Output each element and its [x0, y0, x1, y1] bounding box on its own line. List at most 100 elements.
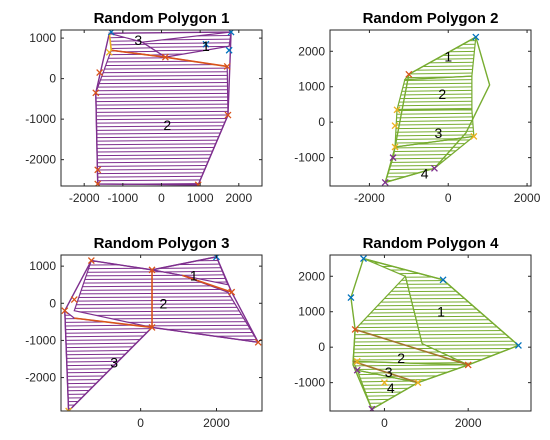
- marker-stroke: [470, 132, 478, 140]
- hatch-line: [95, 96, 228, 99]
- vertex-marker: [347, 294, 355, 302]
- hatch-line: [142, 42, 232, 45]
- chart-title: Random Polygon 4: [363, 235, 500, 252]
- y-tick-label: 1000: [29, 259, 56, 273]
- split-line: [74, 317, 153, 329]
- vertex-marker: [228, 288, 236, 296]
- vertex-marker: [389, 154, 397, 162]
- marker-stroke: [161, 53, 169, 61]
- vertex-marker: [225, 46, 233, 54]
- hatch-line: [95, 128, 228, 131]
- vertex-marker: [92, 89, 100, 97]
- region-label: 1: [437, 304, 445, 320]
- hatch-line: [395, 119, 474, 123]
- chart-panel-2: 1 2 3 4 -2000 0 2000 -1000 0 1000 2000 Random Polyg…: [294, 10, 540, 205]
- split-line: [354, 328, 469, 366]
- region-label: 1: [190, 267, 198, 283]
- vertex-marker: [393, 106, 401, 114]
- x-tick-label: -1000: [107, 191, 138, 205]
- marker-stroke: [439, 276, 447, 284]
- hatch-line: [95, 103, 228, 106]
- region-label: 2: [397, 350, 405, 366]
- vertex-marker: [360, 255, 367, 263]
- region-label: 4: [387, 380, 395, 396]
- chart-panel-4: 1 234 0 2000 -1000 0 1000 2000 Random Polygon 4: [294, 235, 532, 430]
- hatch-line: [74, 310, 259, 313]
- y-tick-label: 1000: [298, 80, 325, 94]
- vertex-marker: [96, 69, 104, 77]
- marker-stroke: [87, 257, 95, 265]
- region-label: 1: [444, 49, 452, 65]
- marker-stroke: [380, 379, 388, 387]
- hatch-line: [95, 117, 228, 121]
- chart-title: Random Polygon 3: [94, 235, 230, 252]
- x-tick-label: 2000: [455, 416, 482, 430]
- x-tick-label: -2000: [354, 191, 385, 205]
- vertex-marker: [65, 407, 73, 411]
- hatch-line: [397, 89, 472, 92]
- y-tick-label: -1000: [25, 112, 56, 126]
- hatch-line: [95, 99, 228, 103]
- region-label: 4: [421, 166, 429, 182]
- marker-stroke: [347, 294, 355, 302]
- chart-panel-1: 3 1 2 -2000 -1000 0 1000 2000 -2000 -1000 0 1000 Ran…: [25, 10, 263, 205]
- marker-stroke: [92, 89, 100, 97]
- vertex-marker: [353, 357, 361, 365]
- chart-title: Random Polygon 2: [363, 10, 499, 27]
- marker-stroke: [351, 325, 359, 333]
- vertex-marker: [61, 307, 69, 315]
- marker-stroke: [148, 266, 156, 274]
- polygon-outline: [384, 36, 491, 184]
- vertex-marker: [194, 181, 202, 186]
- marker-stroke: [225, 46, 233, 54]
- y-tick-label: 0: [49, 296, 56, 310]
- region-label: 1: [202, 38, 210, 54]
- hatch-line: [95, 92, 228, 95]
- y-tick-label: 2000: [298, 269, 325, 283]
- marker-stroke: [96, 69, 104, 77]
- region-label: 3: [385, 364, 393, 380]
- vertex-marker: [439, 276, 447, 284]
- hatch-line: [397, 100, 472, 103]
- hatch-line: [95, 121, 228, 124]
- hatch-line: [397, 93, 472, 96]
- split-line: [182, 274, 232, 293]
- hatch-line: [95, 110, 228, 113]
- y-tick-label: 1000: [29, 31, 56, 45]
- vertex-marker: [368, 405, 376, 411]
- marker-stroke: [94, 166, 102, 174]
- polygon-outline: [350, 257, 520, 411]
- marker-stroke: [369, 405, 376, 411]
- hatch-line: [74, 306, 259, 309]
- marker-stroke: [353, 357, 361, 365]
- hatch-line: [95, 71, 228, 74]
- hatch-line: [95, 146, 228, 149]
- region-2-outline: [73, 259, 260, 344]
- marker-stroke: [224, 111, 232, 119]
- marker-stroke: [405, 70, 413, 78]
- hatch-line: [95, 139, 228, 142]
- marker-stroke: [70, 296, 78, 304]
- region-label: 2: [163, 117, 171, 133]
- marker-stroke: [514, 341, 522, 349]
- x-tick-label: 0: [445, 191, 452, 205]
- hatch-line: [95, 78, 228, 81]
- y-tick-label: 0: [318, 340, 325, 354]
- y-tick-label: 1000: [298, 305, 325, 319]
- marker-stroke: [381, 178, 389, 186]
- marker-stroke: [65, 407, 70, 411]
- hatch-line: [86, 187, 238, 188]
- marker-stroke: [61, 307, 69, 315]
- hatch-line: [395, 134, 474, 137]
- hatch-line: [95, 85, 228, 88]
- hatch-line: [95, 135, 228, 139]
- vertex-marker: [94, 166, 102, 174]
- y-tick-label: -2000: [25, 153, 56, 167]
- marker-stroke: [196, 181, 202, 186]
- vertex-marker: [380, 379, 388, 387]
- x-tick-label: 2000: [203, 416, 230, 430]
- chart-panel-3: 1 2 3 0 2000 -2000 -1000 0 1000 Random Polygon 3: [25, 235, 263, 430]
- hatch-line: [64, 328, 153, 331]
- y-tick-label: 2000: [298, 44, 325, 58]
- plot-background: [330, 255, 531, 411]
